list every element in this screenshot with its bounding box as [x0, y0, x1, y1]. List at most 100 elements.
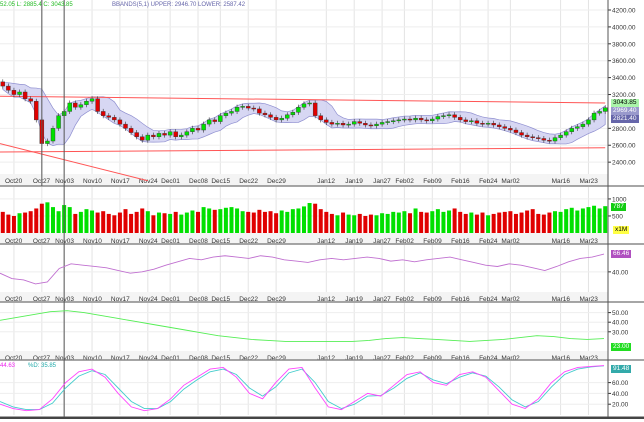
candle-body: [279, 117, 284, 121]
volume-bar: [530, 209, 535, 233]
volume-bar: [117, 212, 122, 233]
volume-bar: [368, 214, 373, 233]
candle-body: [536, 137, 541, 139]
volume-bar: [603, 206, 608, 233]
candle-body: [67, 102, 72, 112]
y-tick-label: 500: [612, 213, 623, 220]
candle-body: [140, 136, 145, 141]
x-tick-label: Nov03: [55, 296, 74, 303]
volume-bar: [268, 211, 273, 233]
candle-body: [491, 123, 496, 126]
y-tick-label: 2600.00: [612, 143, 636, 150]
ohlc-readout: 52.05 L: 2885.4 C: 3043.85: [0, 2, 73, 8]
volume-bar: [302, 206, 306, 233]
x-tick-label: Dec15: [211, 178, 230, 185]
volume-bar: [407, 213, 412, 233]
candle-body: [128, 128, 134, 133]
x-tick-label: Nov10: [83, 178, 102, 185]
y-tick-label: 3200.00: [612, 92, 636, 99]
volume-bar: [513, 213, 518, 233]
x-tick-label: Nov17: [111, 238, 130, 245]
bollinger-band: [2, 82, 606, 146]
candle-body: [324, 119, 329, 123]
volume-bar: [190, 210, 195, 233]
volume-bar: [541, 214, 546, 233]
bb-mid-badge: 2969.40: [611, 107, 639, 115]
candle-body: [552, 137, 558, 142]
x-tick-label: Dec15: [211, 355, 230, 362]
volume-bar: [101, 211, 106, 233]
candle-body: [28, 98, 33, 102]
adx-badge: 23.00: [611, 343, 632, 351]
candle-body: [441, 115, 446, 117]
candle-body: [234, 107, 240, 112]
candle-body: [402, 118, 407, 121]
candle-body: [329, 122, 335, 125]
candle-body: [206, 119, 212, 125]
y-tick-label: 4200.00: [612, 8, 636, 15]
y-tick-label: 50.00: [612, 310, 629, 317]
volume-bar: [0, 211, 5, 233]
volume-bar: [352, 215, 357, 233]
x-tick-label: Dec01: [161, 178, 180, 185]
candle-body: [424, 119, 429, 122]
trendline-falling: [0, 143, 148, 182]
volume-bar: [196, 211, 201, 233]
candle-body: [229, 111, 234, 114]
x-tick-label: Nov24: [139, 238, 158, 245]
volume-bar: [597, 208, 602, 233]
volume-bar: [246, 211, 251, 233]
candle-body: [100, 111, 106, 116]
x-tick-label: Dec22: [239, 178, 258, 185]
candle-body: [17, 91, 22, 95]
x-tick-label: Feb02: [395, 178, 414, 185]
y-tick-label: 3800.00: [612, 41, 636, 48]
candle-body: [301, 103, 307, 108]
candle-body: [435, 116, 441, 120]
volume-bar: [45, 202, 50, 233]
x-tick-label: Dec08: [189, 296, 208, 303]
candle-body: [391, 120, 396, 122]
x-tick-label: Dec29: [267, 238, 286, 245]
volume-bar: [474, 214, 479, 233]
volume-bar: [274, 213, 279, 233]
volume-bar: [296, 208, 301, 233]
volume-bar: [357, 213, 362, 233]
y-tick-label: 4000.00: [612, 24, 636, 31]
candle-body: [318, 115, 323, 121]
x-tick-label: Mar02: [501, 296, 520, 303]
volume-bar: [212, 209, 217, 233]
volume-bar: [129, 213, 134, 233]
volume-bar: [207, 208, 212, 233]
candle-body: [363, 123, 368, 126]
candle-body: [296, 107, 301, 113]
candle-body: [173, 131, 178, 137]
candle-body: [162, 133, 167, 136]
x-tick-label: Feb09: [423, 178, 442, 185]
rsi-badge: 66.46: [611, 250, 632, 258]
x-tick-label: Dec15: [211, 238, 230, 245]
volume-bar: [435, 209, 440, 233]
volume-bar: [458, 211, 463, 233]
candle-body: [6, 85, 11, 91]
candle-body: [558, 134, 563, 138]
volume-bar: [413, 208, 418, 233]
x-tick-label: Dec01: [161, 238, 180, 245]
candle-body: [474, 120, 480, 124]
candle-body: [379, 122, 385, 125]
volume-bar: [262, 211, 267, 233]
candle-body: [563, 131, 569, 136]
volume-bar: [335, 215, 340, 233]
volume-bar: [235, 208, 240, 233]
adx-line: [0, 310, 605, 342]
volume-bar: [430, 211, 435, 233]
rsi-line: [0, 253, 605, 285]
candle-body: [34, 101, 39, 121]
volume-bar: [34, 208, 39, 233]
x-tick-label: Dec29: [267, 296, 286, 303]
volume-bar: [240, 211, 245, 233]
volume-bar: [173, 211, 178, 233]
volume-bar: [168, 213, 173, 233]
candle-body: [524, 134, 530, 137]
candle-body: [340, 123, 346, 126]
